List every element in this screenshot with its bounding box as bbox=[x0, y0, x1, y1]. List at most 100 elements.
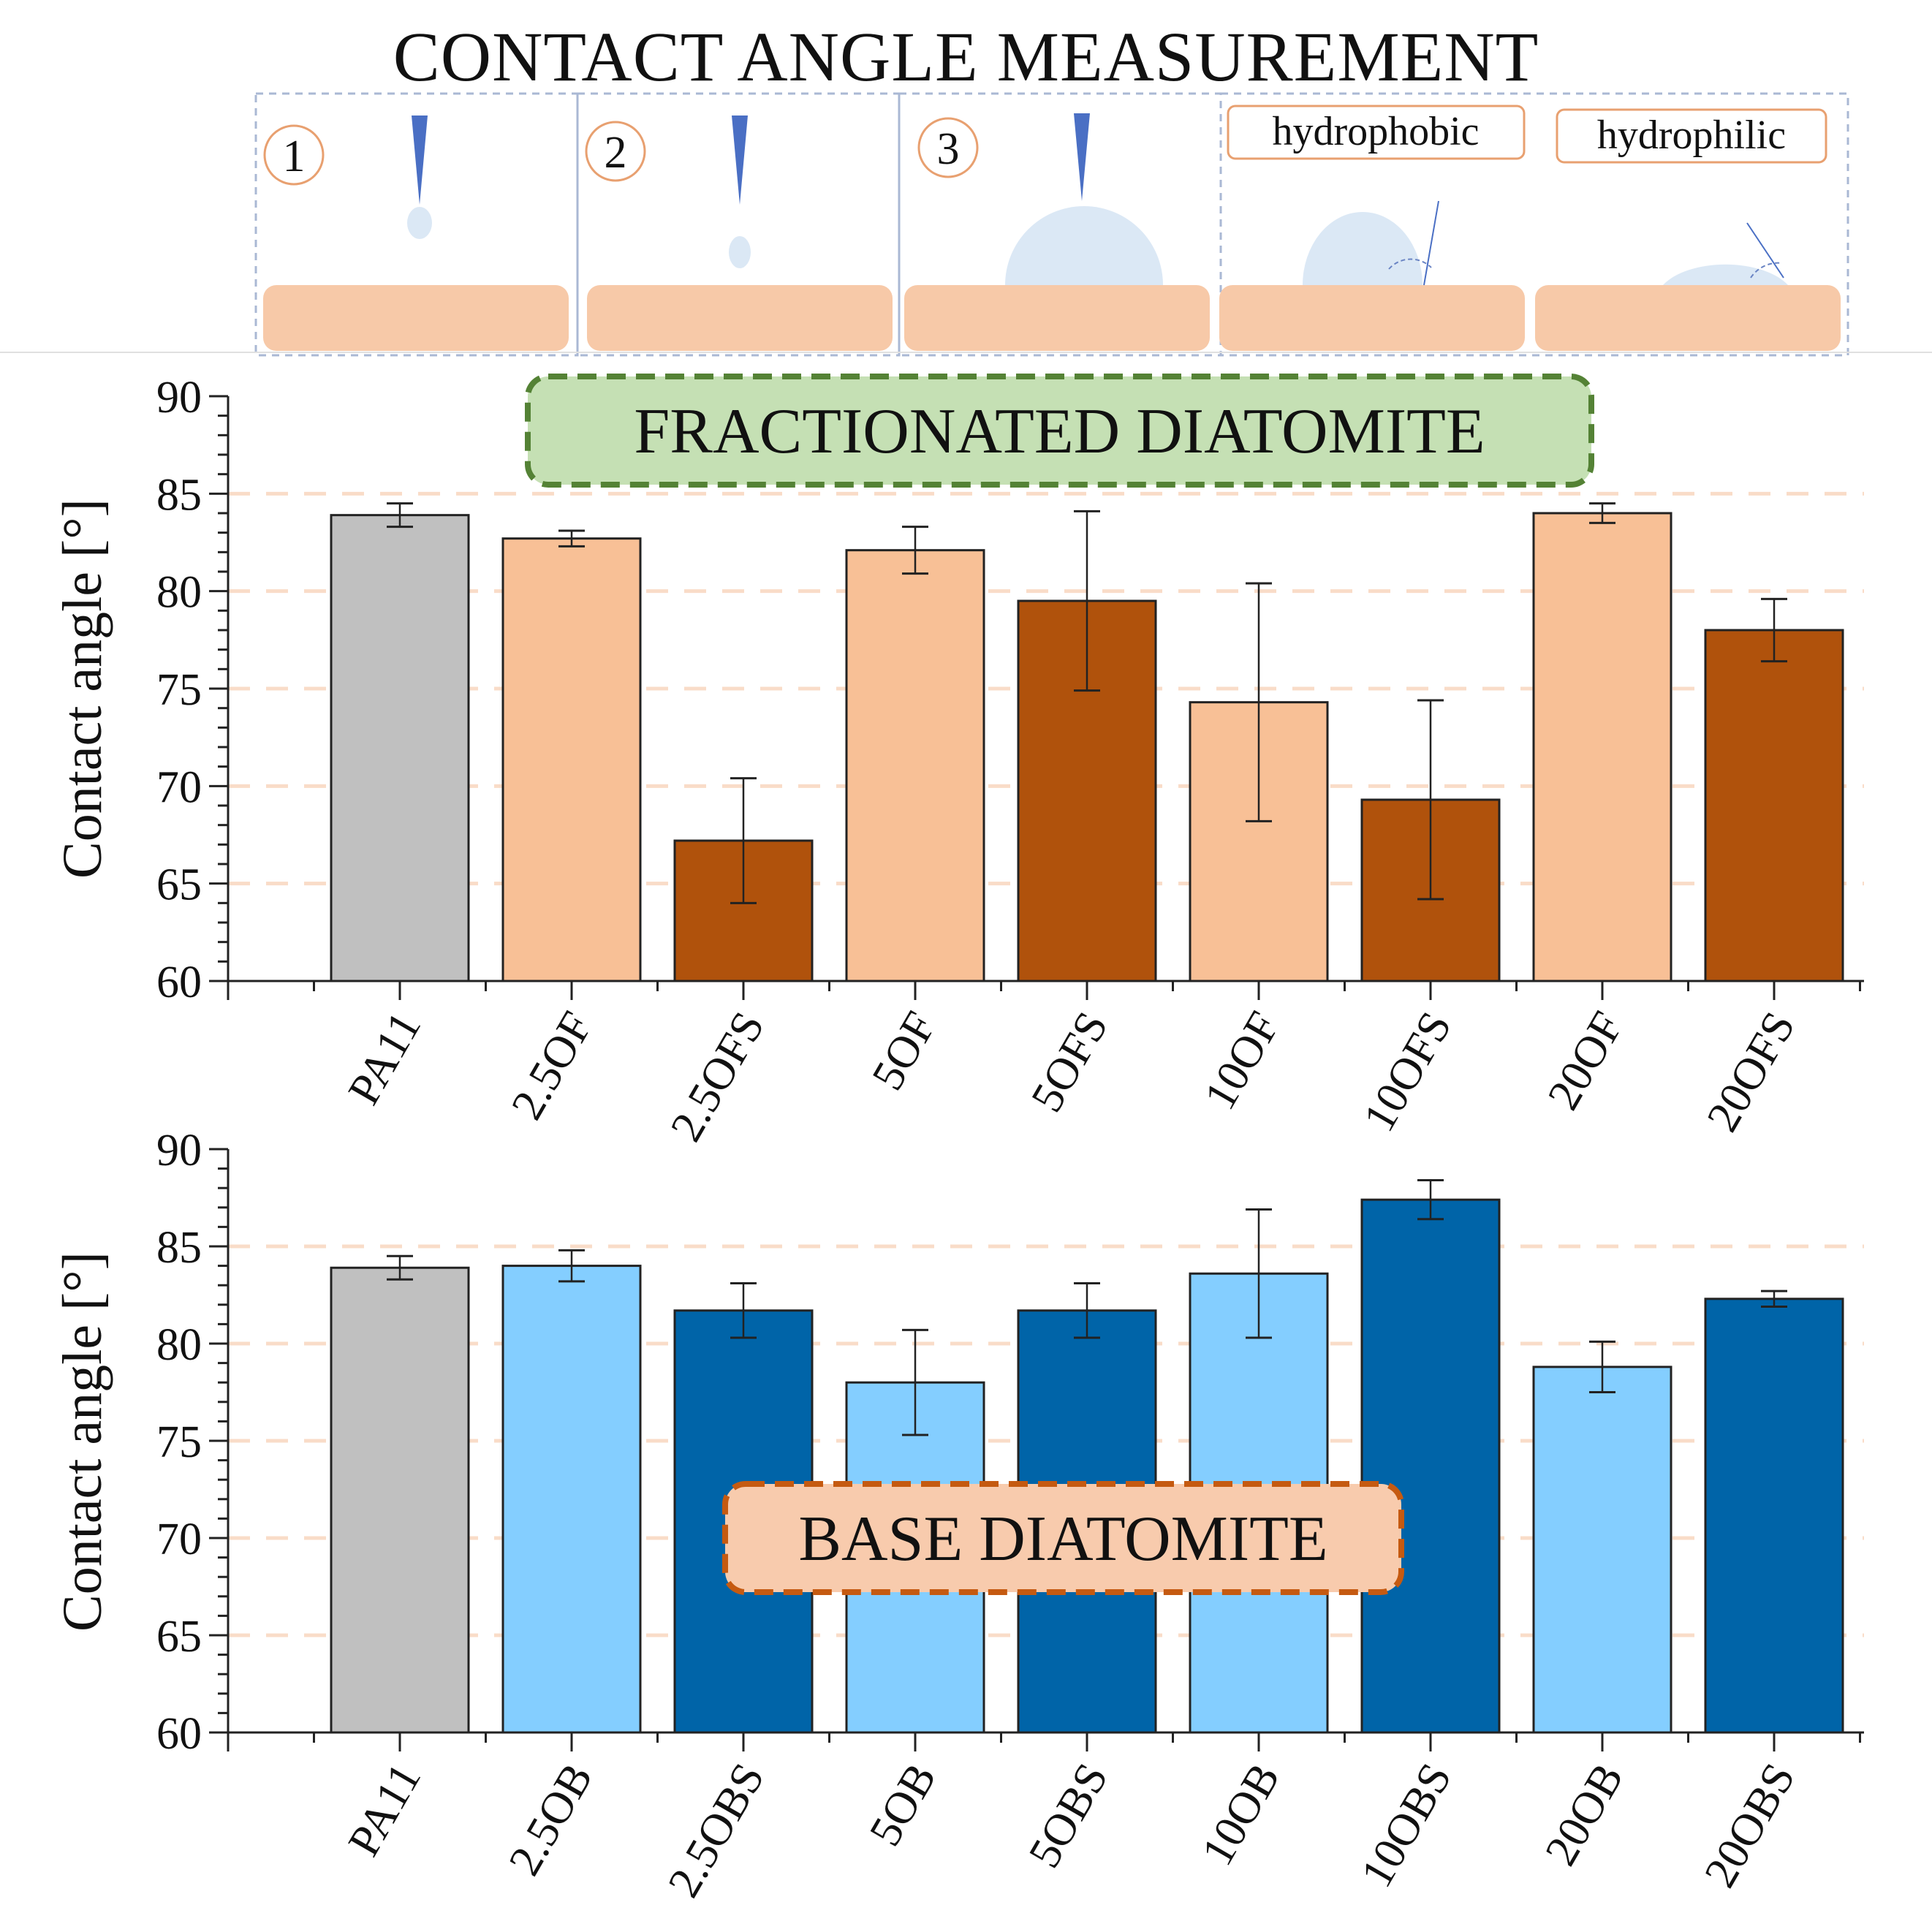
base-bar-2.5OB bbox=[501, 1265, 642, 1734]
diagram-panel-1 bbox=[254, 92, 579, 357]
hydrophobic-angle-arc bbox=[1388, 258, 1432, 270]
fractionated-bar-20OF bbox=[1532, 512, 1672, 982]
needle-3 bbox=[1074, 113, 1090, 201]
hydrophilic-label: hydrophilic bbox=[1597, 113, 1786, 158]
base-bar-20OBS bbox=[1704, 1298, 1844, 1734]
step-number-1: 1 bbox=[283, 132, 306, 181]
sessile-droplet bbox=[1005, 206, 1163, 285]
falling-droplet-2 bbox=[729, 236, 751, 268]
base-x-tick-label-10OB: 10OB bbox=[1192, 1755, 1289, 1874]
base-x-tick-label-PA11: PA11 bbox=[339, 1755, 431, 1864]
fractionated-x-tick-label-10OFS: 10OFS bbox=[1354, 1004, 1461, 1140]
base-x-tick-label-5OB: 5OB bbox=[860, 1755, 946, 1854]
base-x-tick-label-5OBS: 5OBS bbox=[1019, 1755, 1118, 1876]
substrate-5 bbox=[1535, 285, 1841, 351]
fractionated-errorbar-2.5OF bbox=[558, 529, 585, 548]
falling-droplet-1 bbox=[407, 207, 432, 239]
fractionated-errorbar-10OF bbox=[1246, 582, 1272, 822]
fractionated-y-tick-label: 70 bbox=[156, 762, 202, 812]
fractionated-errorbar-PA11 bbox=[387, 502, 413, 529]
fractionated-y-tick-label: 85 bbox=[156, 470, 202, 520]
base-y-tick-label: 70 bbox=[156, 1515, 202, 1564]
fractionated-y-axis-label: Contact angle [°] bbox=[52, 499, 113, 879]
fractionated-errorbar-2.5OFS bbox=[730, 777, 757, 904]
fractionated-bar-5OF bbox=[845, 549, 985, 982]
hydrophobic-label: hydrophobic bbox=[1272, 109, 1479, 154]
substrate-4 bbox=[1219, 285, 1525, 351]
substrate-1 bbox=[263, 285, 569, 351]
base-x-tick-label-2.5OB: 2.5OB bbox=[499, 1755, 602, 1884]
base-errorbar-5OBS bbox=[1074, 1282, 1100, 1339]
base-bar-20OB bbox=[1532, 1366, 1672, 1734]
fractionated-diatomite-chart: 60 65 70 75 80 85 90 PA11 2.5OF 2.5OFS 5OF 5OFS 10OF… bbox=[52, 373, 1864, 1150]
step-circle-1 bbox=[263, 124, 325, 186]
fractionated-bar-20OFS bbox=[1704, 629, 1844, 982]
fractionated-y-tick-label: 65 bbox=[156, 860, 202, 910]
contact-angle-diagram: 1 2 3 hydrophobic hydrophilic bbox=[254, 92, 1849, 357]
fractionated-y-tick-label: 75 bbox=[156, 665, 202, 715]
fractionated-x-tick-label-20OFS: 20OFS bbox=[1697, 1004, 1805, 1140]
diagram-panel-2 bbox=[576, 92, 901, 357]
fractionated-x-tick-label-2.5OF: 2.5OF bbox=[502, 1004, 602, 1128]
fractionated-errorbar-20OF bbox=[1589, 502, 1615, 524]
base-x-tick-label-20OB: 20OB bbox=[1536, 1755, 1633, 1874]
base-y-tick-label: 75 bbox=[156, 1417, 202, 1467]
fractionated-title: FRACTIONATED DIATOMITE bbox=[634, 396, 1485, 467]
base-title: BASE DIATOMITE bbox=[798, 1504, 1327, 1575]
step-circle-2 bbox=[585, 121, 646, 182]
fractionated-bar-PA11 bbox=[330, 514, 470, 982]
step-number-3: 3 bbox=[937, 124, 960, 174]
base-diatomite-chart: 60 65 70 75 80 85 90 PA11 2.5OB 2.5OBS 5OB 5OBS 10OB… bbox=[52, 1126, 1864, 1906]
base-y-tick-label: 90 bbox=[156, 1126, 202, 1175]
base-y-tick-label: 80 bbox=[156, 1320, 202, 1370]
hydrophilic-label-box bbox=[1556, 108, 1827, 164]
base-errorbar-2.5OB bbox=[558, 1249, 585, 1283]
base-errorbar-10OB bbox=[1246, 1208, 1272, 1339]
base-y-tick-label: 60 bbox=[156, 1709, 202, 1759]
diagram-panel-4 bbox=[1219, 92, 1849, 357]
base-x-tick-label-20OBS: 20OBS bbox=[1695, 1755, 1805, 1895]
base-y-tick-label: 85 bbox=[156, 1223, 202, 1273]
fractionated-errorbar-10OFS bbox=[1417, 699, 1444, 901]
hydrophobic-tangent-line bbox=[1423, 200, 1439, 286]
fractionated-y-tick-label: 60 bbox=[156, 958, 202, 1007]
fractionated-title-box bbox=[525, 374, 1594, 488]
base-title-box bbox=[722, 1481, 1404, 1595]
hydrophobic-droplet bbox=[1303, 212, 1423, 285]
base-x-tick-label-2.5OBS: 2.5OBS bbox=[659, 1755, 774, 1906]
step-number-2: 2 bbox=[605, 128, 627, 178]
fractionated-errorbar-5OF bbox=[902, 526, 928, 575]
fractionated-errorbar-5OFS bbox=[1074, 510, 1100, 692]
fractionated-x-tick-label-PA11: PA11 bbox=[339, 1004, 431, 1113]
hydrophilic-angle-arc bbox=[1750, 262, 1783, 279]
figure-title: CONTACT ANGLE MEASUREMENT bbox=[393, 18, 1539, 96]
base-y-axis-label: Contact angle [°] bbox=[52, 1251, 113, 1632]
fractionated-x-tick-label-2.5OFS: 2.5OFS bbox=[662, 1004, 775, 1150]
needle-2 bbox=[732, 115, 748, 205]
base-bar-10OBS bbox=[1360, 1198, 1501, 1734]
fractionated-y-tick-label: 90 bbox=[156, 373, 202, 423]
needle-1 bbox=[412, 115, 428, 205]
fractionated-y-tick-label: 80 bbox=[156, 568, 202, 618]
base-bar-PA11 bbox=[330, 1266, 470, 1734]
hydrophobic-label-box bbox=[1227, 105, 1526, 160]
fractionated-x-tick-label-5OF: 5OF bbox=[863, 1004, 946, 1098]
base-errorbar-5OB bbox=[902, 1328, 928, 1436]
substrate-3 bbox=[904, 285, 1210, 351]
fractionated-x-tick-label-5OFS: 5OFS bbox=[1022, 1004, 1118, 1120]
hydrophilic-droplet bbox=[1663, 264, 1788, 285]
fractionated-x-tick-label-10OF: 10OF bbox=[1195, 1004, 1290, 1118]
substrate-2 bbox=[587, 285, 893, 351]
base-errorbar-20OBS bbox=[1761, 1289, 1787, 1308]
base-errorbar-20OB bbox=[1589, 1340, 1615, 1393]
base-errorbar-2.5OBS bbox=[730, 1282, 757, 1339]
base-errorbar-10OBS bbox=[1417, 1179, 1444, 1221]
fractionated-bar-2.5OF bbox=[501, 537, 642, 982]
fractionated-errorbar-20OFS bbox=[1761, 597, 1787, 663]
step-circle-3 bbox=[917, 117, 979, 178]
hydrophilic-tangent-line bbox=[1746, 222, 1784, 279]
base-x-tick-label-10OBS: 10OBS bbox=[1352, 1755, 1461, 1895]
base-errorbar-PA11 bbox=[387, 1254, 413, 1281]
base-y-tick-label: 65 bbox=[156, 1612, 202, 1662]
